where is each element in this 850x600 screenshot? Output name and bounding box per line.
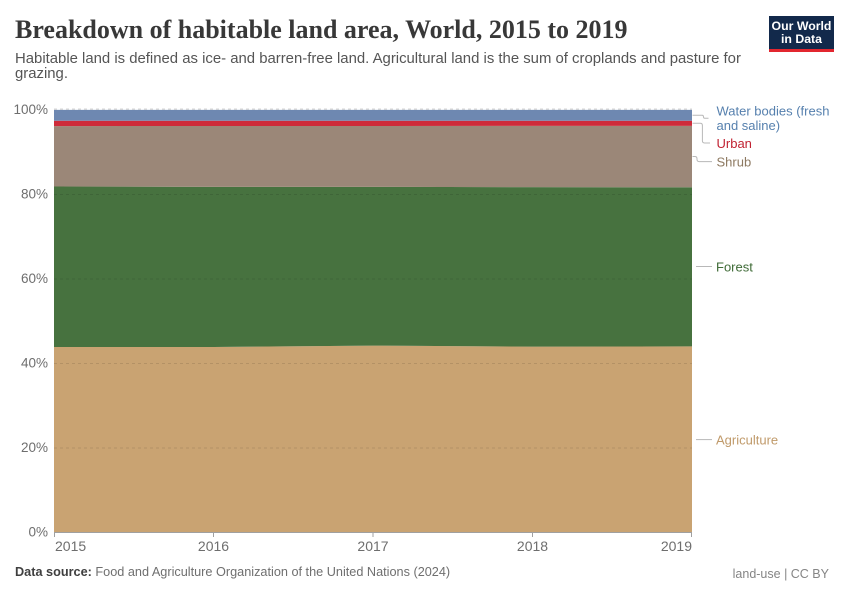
svg-text:40%: 40%	[21, 356, 48, 371]
svg-text:0%: 0%	[28, 525, 48, 540]
svg-text:60%: 60%	[21, 271, 48, 286]
svg-text:Shrub: Shrub	[717, 155, 752, 170]
svg-text:100%: 100%	[13, 102, 48, 117]
svg-text:Urban: Urban	[717, 136, 752, 151]
svg-text:20%: 20%	[21, 440, 48, 455]
svg-text:Water bodies (fresh: Water bodies (fresh	[717, 104, 830, 119]
svg-text:2015: 2015	[55, 538, 86, 554]
svg-text:2019: 2019	[661, 538, 692, 554]
svg-text:2016: 2016	[198, 538, 229, 554]
svg-text:and saline): and saline)	[717, 118, 781, 133]
svg-text:2017: 2017	[357, 538, 388, 554]
svg-text:Forest: Forest	[716, 259, 753, 274]
svg-text:2018: 2018	[517, 538, 548, 554]
svg-text:Agriculture: Agriculture	[716, 432, 778, 447]
svg-text:80%: 80%	[21, 187, 48, 202]
